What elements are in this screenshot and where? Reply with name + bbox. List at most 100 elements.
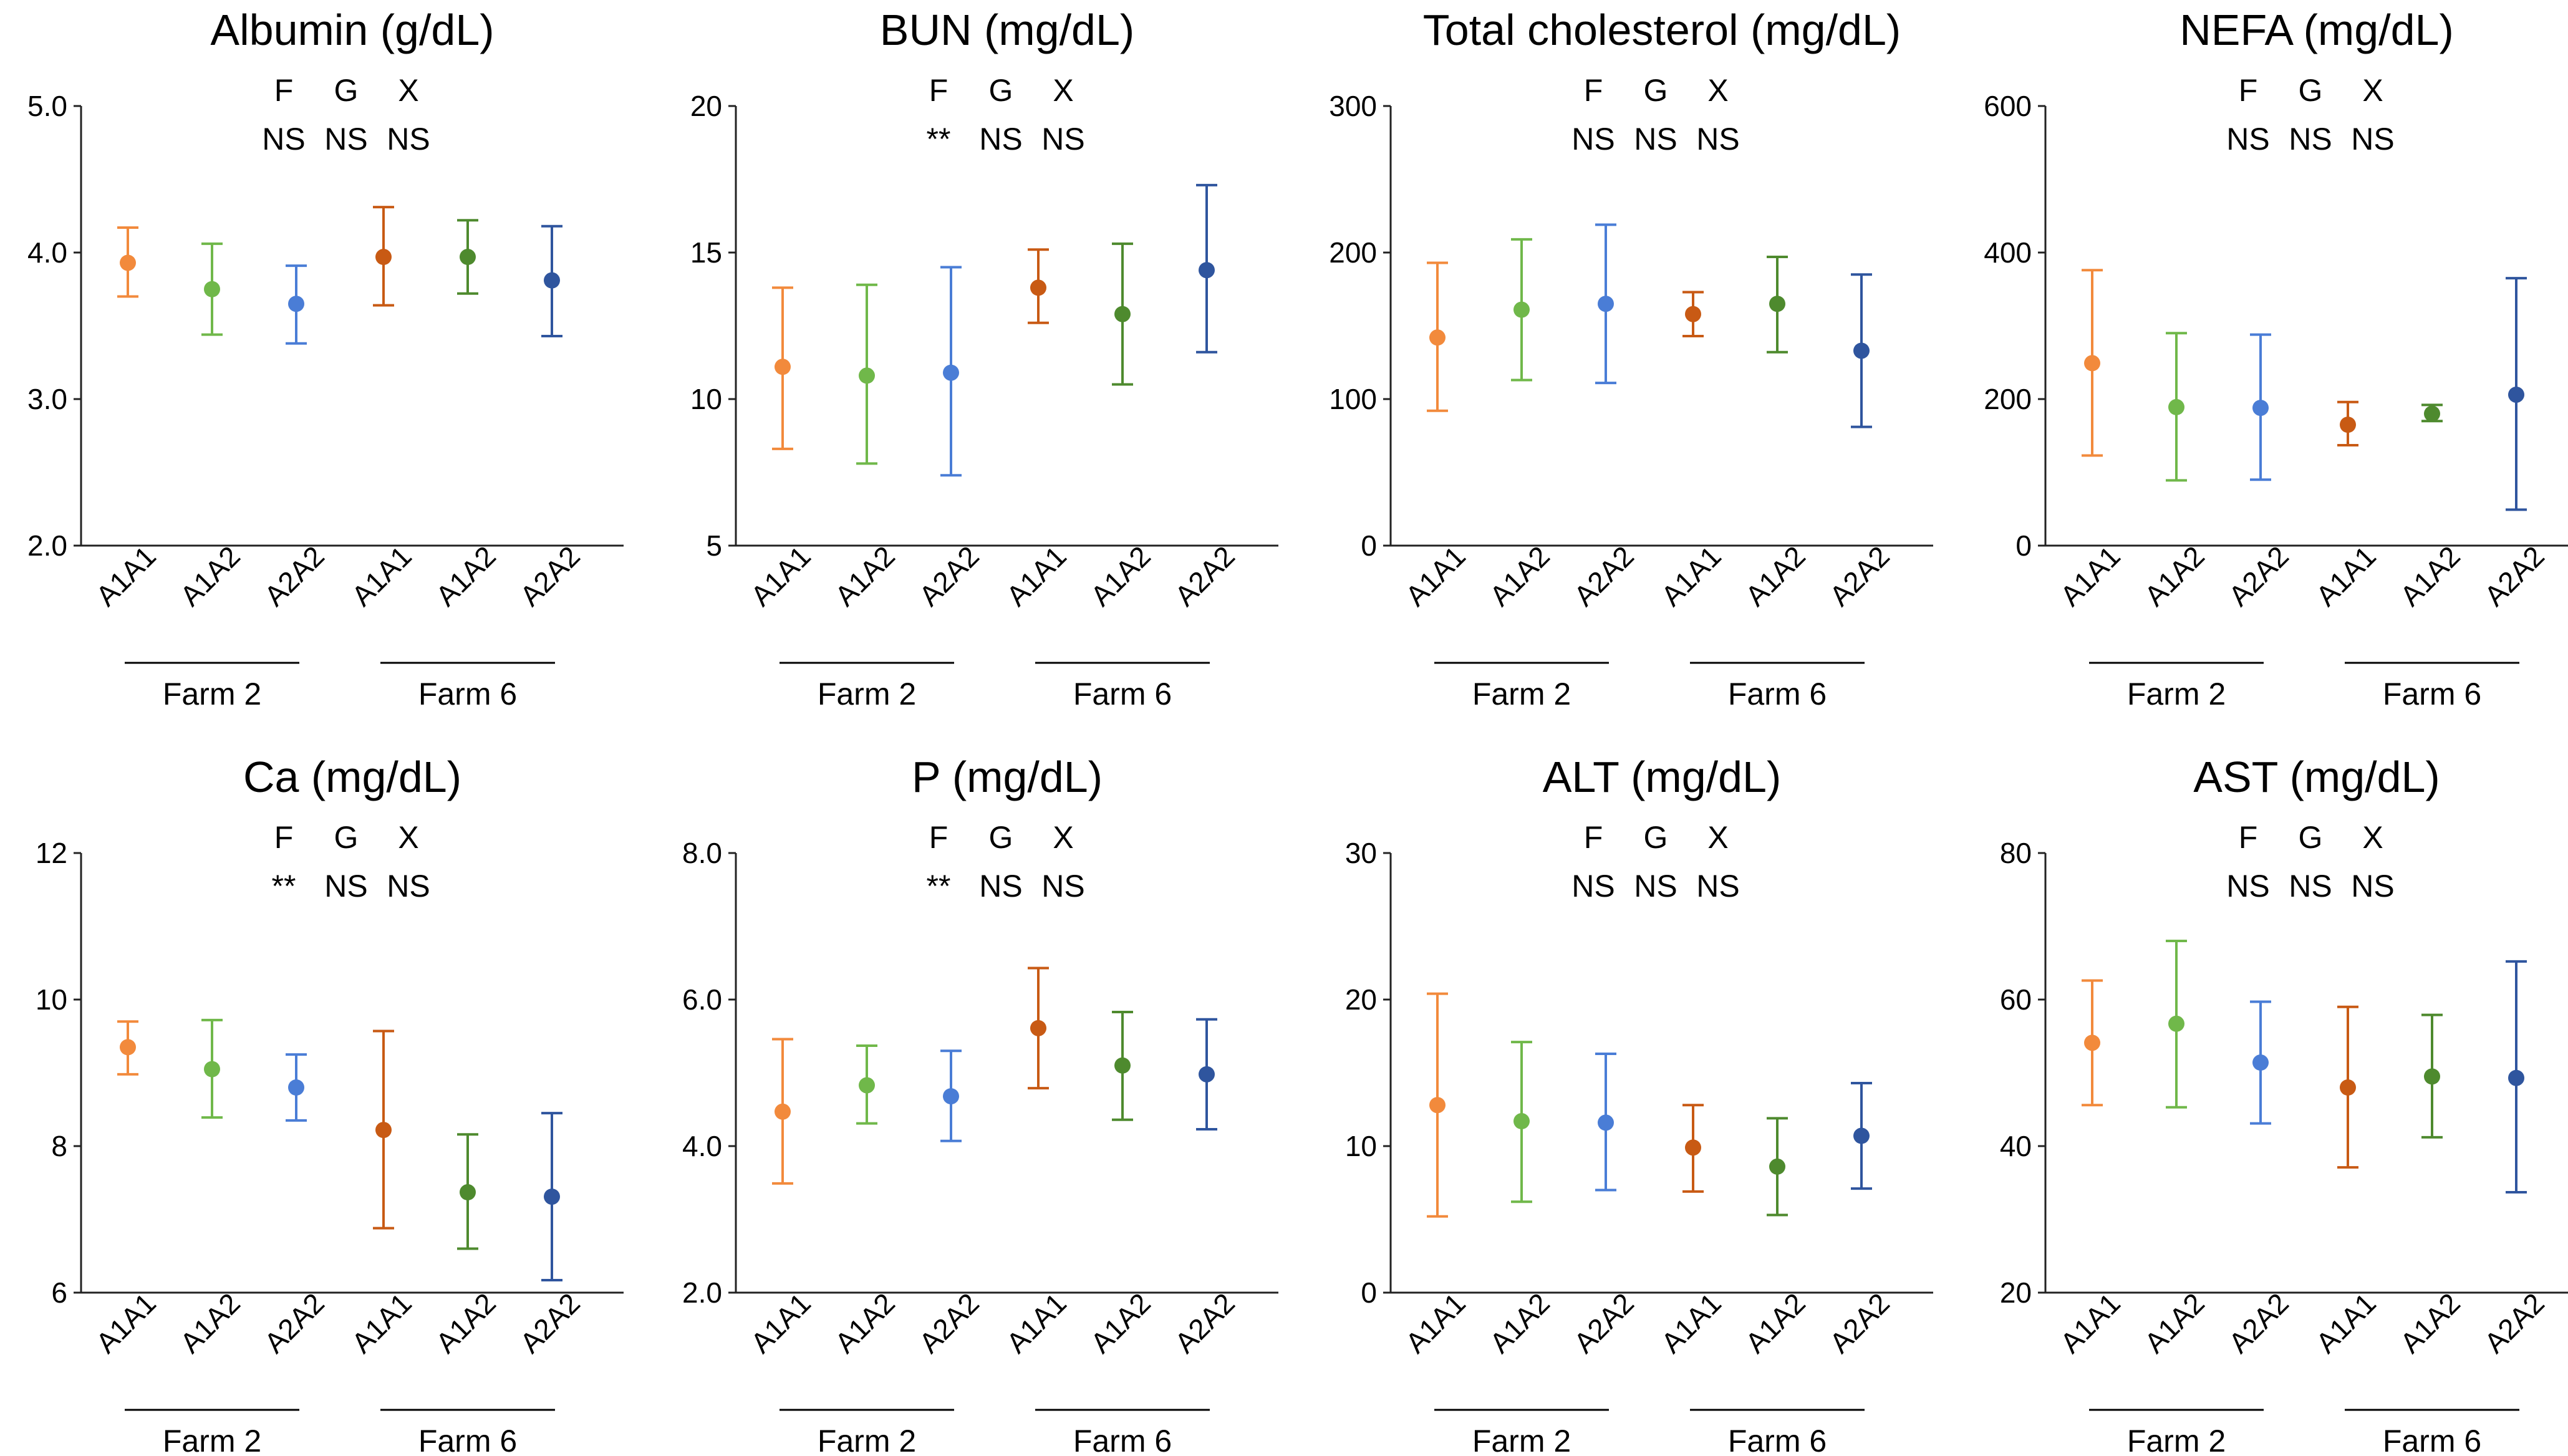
category-label: A1A2: [1739, 1287, 1812, 1359]
mean-point: [1513, 1113, 1530, 1130]
y-tick-label: 2.0: [682, 1276, 722, 1309]
group-label-farm-6: Farm 6: [2383, 677, 2481, 711]
y-tick-label: 5.0: [27, 90, 67, 122]
category-label: A1A1: [1655, 1287, 1727, 1359]
errorbar-farm-6-a2a2: [541, 1112, 562, 1282]
category-label: A2A2: [913, 1287, 985, 1359]
mean-point: [1199, 262, 1215, 279]
errorbar-farm-2-a1a1: [772, 1038, 793, 1185]
stat-value-f: **: [927, 122, 951, 157]
stat-label-f: F: [2239, 73, 2258, 108]
stat-value-f: NS: [1571, 122, 1615, 157]
category-label: A1A2: [2138, 540, 2211, 612]
stat-label-x: X: [2362, 73, 2383, 108]
group-label-farm-2: Farm 2: [2127, 677, 2226, 711]
mean-point: [1429, 329, 1446, 346]
errorbar-farm-2-a2a2: [286, 264, 307, 345]
mean-point: [2340, 417, 2356, 433]
errorbar-farm-2-a2a2: [940, 266, 962, 477]
category-label: A1A2: [1739, 540, 1812, 612]
y-tick-label: 8: [51, 1130, 67, 1162]
y-tick-label: 0: [2015, 529, 2032, 562]
errorbar-farm-2-a1a2: [201, 1018, 223, 1119]
y-tick-label: 8.0: [682, 837, 722, 869]
category-label: A1A2: [430, 1287, 502, 1359]
errorbar-farm-2-a1a2: [201, 242, 223, 336]
errorbar-farm-6-a2a2: [2506, 960, 2527, 1194]
y-tick-label: 600: [1984, 90, 2032, 122]
category-label: A1A2: [174, 540, 246, 612]
stat-value-f: NS: [262, 122, 305, 157]
mean-point: [2168, 398, 2184, 415]
stat-value-x: NS: [1041, 869, 1084, 904]
mean-point: [460, 249, 476, 266]
mean-point: [1769, 296, 1785, 312]
stat-label-x: X: [1707, 820, 1728, 855]
errorbar-farm-2-a1a1: [2082, 269, 2103, 457]
mean-point: [2168, 1015, 2184, 1032]
category-label: A1A1: [2310, 540, 2382, 612]
group-label-farm-6: Farm 6: [2383, 1424, 2481, 1456]
errorbar-farm-2-a1a1: [2082, 979, 2103, 1107]
stat-value-g: NS: [2289, 869, 2332, 904]
y-tick-label: 200: [1984, 383, 2032, 415]
mean-point: [2340, 1079, 2356, 1096]
category-label: A2A2: [514, 1287, 586, 1359]
errorbar-farm-6-a2a2: [2506, 277, 2527, 511]
y-tick-label: 10: [36, 983, 67, 1016]
stat-label-g: G: [2299, 73, 2323, 108]
errorbar-farm-6-a1a1: [373, 206, 394, 307]
chart-title: BUN (mg/dL): [880, 6, 1134, 54]
errorbar-farm-2-a2a2: [2250, 1000, 2271, 1125]
stat-label-g: G: [334, 820, 359, 855]
mean-point: [859, 367, 875, 384]
mean-point: [288, 1079, 304, 1096]
errorbar-farm-6-a2a2: [1851, 1081, 1872, 1190]
y-tick-label: 5: [706, 529, 722, 562]
stat-value-f: NS: [2226, 869, 2269, 904]
category-label: A2A2: [2478, 1287, 2551, 1359]
stat-label-x: X: [2362, 820, 2383, 855]
errorbar-farm-6-a1a1: [1028, 967, 1049, 1090]
y-tick-label: 0: [1361, 529, 1377, 562]
errorbar-farm-6-a1a1: [2337, 1005, 2358, 1169]
errorbar-farm-6-a1a1: [1682, 291, 1704, 337]
errorbar-farm-6-a2a2: [1851, 273, 1872, 428]
y-tick-label: 0: [1361, 1276, 1377, 1309]
mean-point: [460, 1184, 476, 1201]
stat-label-x: X: [398, 820, 418, 855]
errorbar-farm-6-a1a1: [373, 1029, 394, 1230]
mean-point: [1769, 1158, 1785, 1175]
mean-point: [1685, 306, 1701, 322]
mean-point: [2508, 386, 2524, 403]
group-label-farm-2: Farm 2: [163, 1424, 261, 1456]
y-tick-label: 30: [1345, 837, 1377, 869]
mean-point: [1030, 279, 1046, 296]
y-tick-label: 400: [1984, 236, 2032, 269]
mean-point: [288, 296, 304, 312]
chart-title: ALT (mg/dL): [1543, 753, 1782, 801]
y-tick-label: 60: [2000, 983, 2032, 1016]
errorbar-farm-6-a1a2: [2421, 403, 2443, 423]
group-label-farm-6: Farm 6: [1728, 677, 1827, 711]
mean-point: [775, 359, 791, 375]
mean-point: [2508, 1069, 2524, 1086]
mean-point: [2252, 1054, 2269, 1071]
stat-value-x: NS: [1041, 122, 1084, 157]
stat-value-x: NS: [2351, 869, 2394, 904]
y-tick-label: 6.0: [682, 983, 722, 1016]
group-label-farm-2: Farm 2: [2127, 1424, 2226, 1456]
category-label: A2A2: [1169, 1287, 1241, 1359]
errorbar-farm-2-a1a2: [2166, 332, 2187, 482]
mean-point: [375, 249, 392, 266]
category-label: A2A2: [913, 540, 985, 612]
stat-value-f: **: [272, 869, 296, 904]
errorbar-farm-6-a2a2: [541, 224, 562, 337]
category-label: A2A2: [258, 540, 331, 612]
mean-point: [204, 1061, 220, 1078]
mean-point: [775, 1103, 791, 1120]
